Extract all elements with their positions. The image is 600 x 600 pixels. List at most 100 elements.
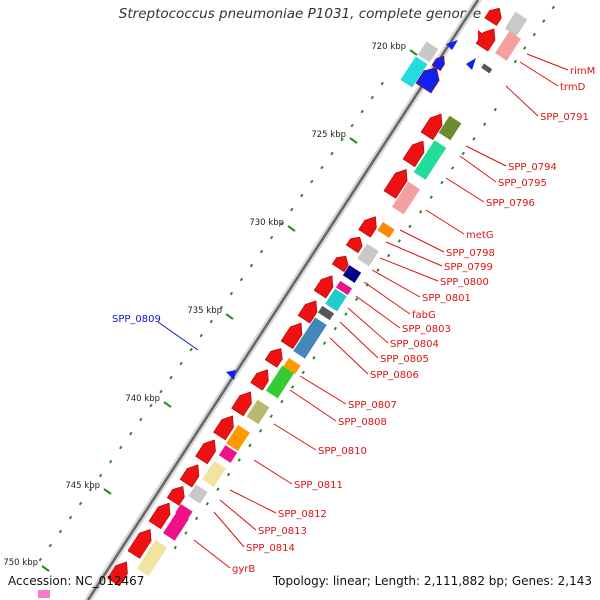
gene-arrow: [231, 391, 252, 417]
small-blue-arrow: [226, 370, 236, 380]
gene-block-shape: [202, 460, 226, 488]
gene-block-shape: [391, 181, 421, 215]
guide-dot-inner: [493, 107, 497, 112]
gene-block-shape: [495, 31, 521, 61]
label-leader: [505, 85, 539, 117]
gene-block: [504, 11, 528, 37]
label-leader: [355, 295, 401, 329]
guide-dot-outer: [380, 81, 384, 86]
gene-arrow: [166, 486, 185, 506]
guide-dot-top: [513, 59, 517, 64]
gene-block: [265, 365, 295, 399]
gene-block-shape: [357, 243, 379, 267]
gene-label: SPP_0812: [278, 509, 327, 520]
guide-dot-outer: [169, 375, 173, 380]
gene-label: SPP_0808: [338, 417, 387, 428]
guide-dot-outer: [149, 403, 153, 408]
guide-dot-inner: [344, 312, 348, 316]
guide-dot-inner: [280, 399, 284, 404]
guide-dot-outer: [370, 95, 374, 100]
label-leader: [329, 337, 369, 375]
dotted-guides: [38, 5, 555, 562]
label-leader: [289, 389, 337, 422]
gene-label: SPP_0796: [486, 198, 535, 209]
gene-arrow-shape: [313, 275, 334, 299]
gene-arrow: [250, 369, 269, 391]
label-leader: [379, 257, 439, 282]
gene-block: [163, 511, 189, 541]
guide-dot-inner: [237, 458, 241, 462]
guide-dot-inner: [376, 268, 380, 272]
gene-block: [202, 460, 226, 488]
guide-dot-inner: [408, 224, 412, 229]
gene-label: SPP_0806: [370, 370, 419, 381]
tick-label: 725 kbp: [311, 130, 346, 140]
guide-dot-outer: [300, 193, 304, 198]
gene-label: SPP_0814: [246, 543, 295, 554]
backbone-line: [86, 0, 480, 600]
tick-mark: [163, 401, 172, 408]
gene-arrow-shape: [127, 529, 152, 559]
gene-arrow-shape: [231, 391, 252, 417]
gene-blocks: [38, 11, 528, 598]
gene-block: [495, 31, 521, 61]
guide-dot-outer: [219, 305, 224, 310]
gene-arrow: [331, 255, 349, 273]
guide-dot-inner: [354, 297, 359, 302]
gene-arrow-shape: [402, 140, 425, 168]
gene-label: SPP_0803: [402, 324, 451, 335]
gene-arrow: [148, 502, 171, 530]
gene-block: [226, 424, 250, 452]
guide-dot-outer: [239, 277, 244, 282]
gene-arrow-shape: [166, 486, 185, 506]
gene-block: [136, 539, 168, 577]
guide-dot-inner: [482, 122, 487, 126]
gene-arrow-shape: [148, 502, 171, 530]
genome-backbone: [84, 0, 482, 600]
tick-mark: [287, 225, 296, 232]
label-leader: [445, 177, 485, 203]
gene-block: [218, 445, 238, 463]
gene-block: [391, 181, 421, 215]
gene-arrow-shape: [415, 67, 440, 94]
guide-dot-outer: [38, 557, 42, 562]
gene-arrow-shape: [179, 464, 200, 488]
small-gray-block: [481, 63, 493, 74]
guide-dot-outer: [119, 445, 123, 450]
guide-dot-outer: [350, 123, 354, 128]
gene-arrow: [280, 322, 303, 350]
gene-block: [342, 265, 362, 283]
small-red-arrow: [478, 30, 486, 40]
gene-block-shape: [136, 539, 168, 577]
bottom-pink-block: [38, 590, 50, 598]
gene-arrow-shape: [383, 169, 408, 199]
label-leader: [385, 241, 443, 267]
guide-dot-inner: [184, 531, 188, 535]
label-leader: [253, 459, 293, 485]
guide-dot-outer: [280, 221, 284, 226]
gene-arrow-shape: [358, 216, 377, 238]
guide-dot-inner: [429, 195, 433, 199]
label-leader: [347, 307, 389, 344]
gene-block: [175, 503, 193, 521]
gene-arrow: [383, 169, 408, 199]
guide-dot-outer: [88, 487, 93, 492]
guide-dot-outer: [320, 165, 324, 170]
small-blue-arrow: [446, 40, 458, 50]
guide-dot-outer: [98, 473, 103, 478]
label-leader: [399, 229, 445, 253]
scale-ticks: 720 kbp 725 kbp 730 kbp 735 kbp 740 kbp 745 k…: [3, 42, 418, 572]
guide-dot-outer: [139, 417, 143, 422]
feature-leader: [157, 321, 199, 351]
gene-block: [377, 221, 395, 239]
gene-block-shape: [265, 365, 295, 399]
gene-block-shape: [188, 484, 208, 504]
gene-arrow-shape: [107, 561, 128, 587]
gene-label: SPP_0805: [380, 354, 429, 365]
guide-dot-inner: [472, 136, 476, 141]
label-leader: [465, 145, 507, 167]
label-leader: [459, 155, 497, 183]
gene-block: [246, 399, 270, 425]
gene-arrow-shape: [280, 322, 303, 350]
